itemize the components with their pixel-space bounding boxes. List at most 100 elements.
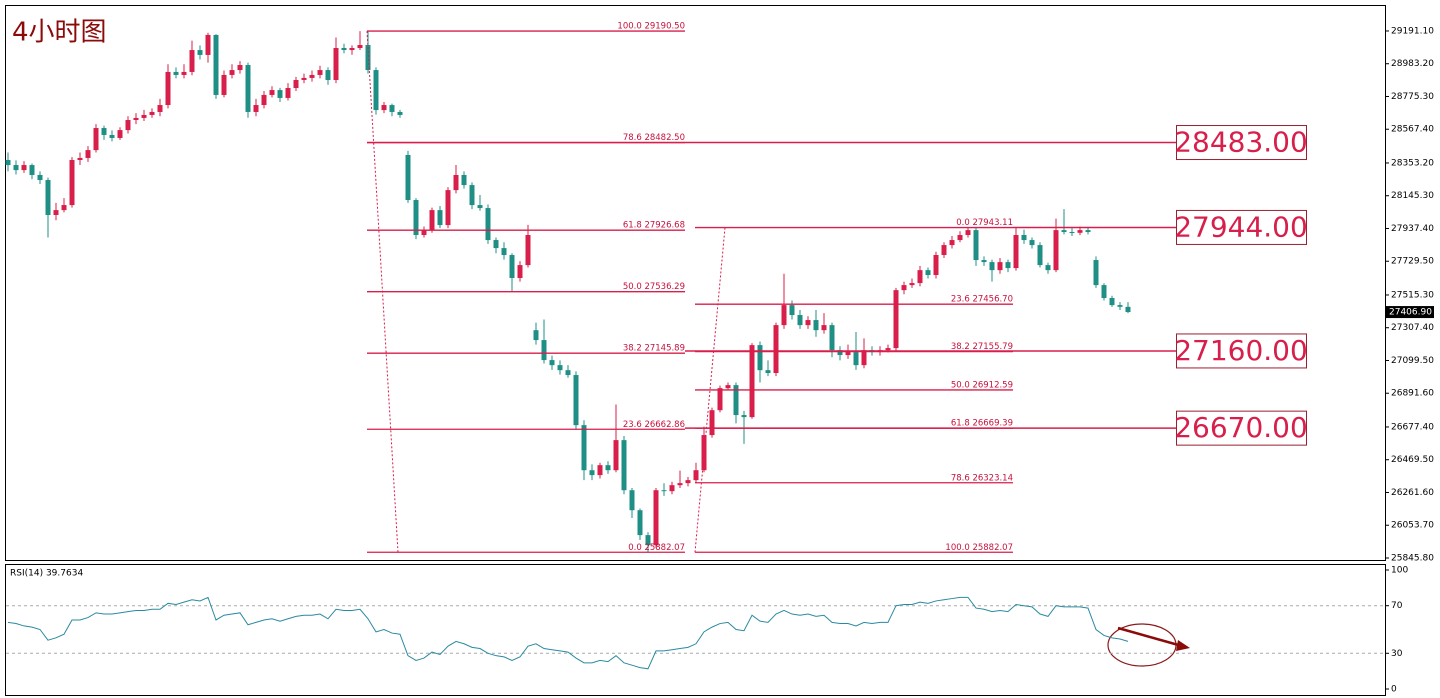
y-tick-label: 27515.30 bbox=[1391, 290, 1434, 300]
candle-body bbox=[925, 270, 931, 276]
candle-body bbox=[821, 325, 827, 331]
candle-body bbox=[77, 157, 83, 161]
candle-body bbox=[829, 325, 835, 351]
candle-body bbox=[165, 71, 171, 106]
candle-body bbox=[837, 350, 843, 356]
candle-body bbox=[365, 45, 371, 71]
fib-label: 38.2 27155.79 bbox=[951, 342, 1013, 352]
candle-body bbox=[141, 114, 147, 118]
rsi-panel bbox=[5, 564, 1386, 696]
candle-body bbox=[317, 70, 323, 75]
key-level-box bbox=[1176, 125, 1307, 161]
candle-body bbox=[1093, 260, 1099, 286]
candle-body bbox=[293, 79, 299, 89]
y-tick-label: 27307.40 bbox=[1391, 323, 1434, 333]
rsi-tick-label: 70 bbox=[1391, 601, 1403, 611]
key-level-box bbox=[1176, 333, 1307, 369]
candle-body bbox=[125, 120, 131, 131]
candle-body bbox=[1005, 262, 1011, 269]
candle-body bbox=[941, 245, 947, 256]
key-level-label: 27944.00 bbox=[1174, 210, 1308, 243]
candle-body bbox=[1037, 245, 1043, 266]
y-tick-label: 28775.30 bbox=[1391, 92, 1434, 102]
candle-body bbox=[413, 200, 419, 236]
candle-body bbox=[197, 50, 203, 55]
candle-body bbox=[589, 470, 595, 476]
candle-body bbox=[37, 174, 43, 181]
fib-label: 61.8 26669.39 bbox=[951, 419, 1013, 429]
candle-body bbox=[669, 485, 675, 492]
candle-body bbox=[949, 240, 955, 246]
candle-body bbox=[1045, 265, 1051, 271]
candle-body bbox=[789, 305, 795, 316]
candle-body bbox=[173, 71, 179, 75]
candle-body bbox=[325, 70, 331, 80]
candle-body bbox=[381, 105, 387, 111]
candle-body bbox=[1069, 232, 1075, 234]
candle-body bbox=[725, 385, 731, 389]
candle-body bbox=[333, 48, 339, 80]
candle-body bbox=[493, 240, 499, 249]
candle-body bbox=[573, 375, 579, 426]
candle-body bbox=[957, 235, 963, 241]
candle-body bbox=[517, 265, 523, 279]
candle-body bbox=[541, 340, 547, 361]
candle-body bbox=[149, 111, 155, 115]
candle-body bbox=[509, 255, 515, 279]
candle-body bbox=[813, 320, 819, 331]
candle-body bbox=[997, 262, 1003, 271]
chart-title: 4小时图 bbox=[12, 18, 107, 48]
candle-body bbox=[21, 165, 27, 171]
candle-body bbox=[533, 330, 539, 341]
candle-body bbox=[1061, 230, 1067, 233]
candle-body bbox=[285, 88, 291, 98]
y-tick-label: 27937.40 bbox=[1391, 224, 1434, 234]
annotation-arrow bbox=[1117, 626, 1183, 648]
candle-body bbox=[749, 345, 755, 418]
candle-body bbox=[1077, 230, 1083, 233]
rsi-tick-label: 100 bbox=[1391, 566, 1408, 576]
candle-body bbox=[557, 365, 563, 371]
key-level-box bbox=[1176, 410, 1307, 446]
candle-body bbox=[1109, 298, 1115, 306]
y-tick-label: 25845.80 bbox=[1391, 553, 1434, 563]
candle-body bbox=[853, 352, 859, 366]
candle-body bbox=[741, 415, 747, 418]
candle-body bbox=[93, 128, 99, 151]
candle-body bbox=[613, 440, 619, 471]
candle-body bbox=[237, 65, 243, 71]
candle-body bbox=[357, 45, 363, 49]
candle-body bbox=[1053, 230, 1059, 271]
fib-label: 23.6 27456.70 bbox=[951, 295, 1013, 305]
y-tick-label: 26677.40 bbox=[1391, 422, 1434, 432]
key-level-label: 28483.00 bbox=[1174, 126, 1308, 159]
candle-body bbox=[405, 154, 411, 201]
candle-body bbox=[229, 70, 235, 75]
candle-body bbox=[69, 160, 75, 206]
candle-body bbox=[973, 230, 979, 261]
candle-body bbox=[269, 90, 275, 95]
candle-body bbox=[885, 348, 891, 351]
rsi-tick-label: 0 bbox=[1391, 685, 1397, 695]
candle-body bbox=[309, 74, 315, 78]
y-tick-label: 28983.20 bbox=[1391, 59, 1434, 69]
key-level-box bbox=[1176, 209, 1307, 245]
candle-body bbox=[565, 370, 571, 376]
candle-body bbox=[933, 255, 939, 276]
rsi-line bbox=[7, 596, 1129, 670]
candle-body bbox=[805, 320, 811, 326]
candle-body bbox=[757, 345, 763, 371]
candle-body bbox=[901, 285, 907, 291]
candle-body bbox=[389, 105, 395, 112]
fib-label: 50.0 26912.59 bbox=[951, 380, 1013, 390]
candle-body bbox=[85, 150, 91, 158]
candle-body bbox=[717, 388, 723, 411]
candle-body bbox=[1013, 235, 1019, 269]
candle-body bbox=[629, 490, 635, 511]
fib-label: 0.0 25882.07 bbox=[628, 543, 685, 553]
candle-body bbox=[653, 490, 659, 546]
candle-body bbox=[989, 262, 995, 271]
candle-body bbox=[797, 315, 803, 326]
candle-body bbox=[445, 190, 451, 226]
